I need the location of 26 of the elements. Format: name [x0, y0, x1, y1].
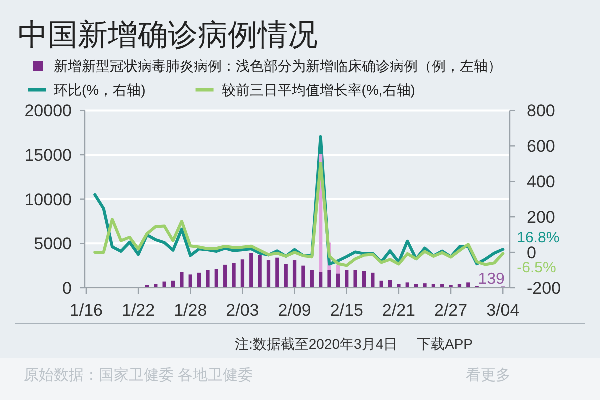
y2-tick-label: -200 [527, 279, 562, 298]
x-tick-label: 2/03 [226, 301, 260, 320]
y-tick-label: 0 [62, 279, 72, 298]
legend-label: 环比(%，右轴) [54, 82, 146, 98]
y2-tick-label: 200 [527, 208, 556, 228]
x-tick-label: 1/16 [70, 301, 103, 320]
x-tick-label: 2/27 [434, 301, 468, 320]
legend-label: 新增新型冠状病毒肺炎病例：浅色部分为新增临床确诊病例（例，左轴） [54, 58, 502, 74]
data-label: 139 [478, 270, 506, 288]
x-tick-label: 3/04 [486, 301, 520, 320]
x-tick-label: 1/28 [174, 301, 208, 320]
chart-title: 中国新增确诊病例情况 [18, 19, 318, 52]
y2-tick-label: 400 [527, 172, 556, 192]
y2-tick-label: 800 [527, 102, 556, 121]
x-tick-label: 2/15 [330, 301, 364, 320]
legend-label: 较前三日平均值增长率(%,右轴) [222, 82, 416, 98]
y-tick-label: 20000 [24, 102, 72, 121]
y2-tick-label: 600 [527, 137, 556, 156]
x-tick-label: 2/09 [278, 301, 312, 320]
y-tick-label: 15000 [24, 146, 72, 166]
y-tick-label: 10000 [24, 190, 72, 210]
text: 注:数据截至2020年3月4日 [235, 336, 398, 352]
x-tick-label: 2/21 [382, 301, 416, 320]
text: 下载APP [417, 336, 474, 352]
x-tick-label: 1/22 [122, 301, 156, 320]
y-tick-label: 5000 [34, 234, 72, 254]
